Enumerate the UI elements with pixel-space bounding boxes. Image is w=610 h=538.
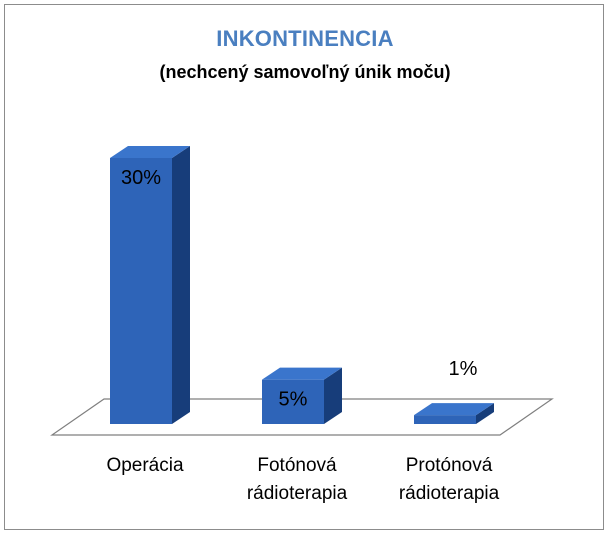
- data-label-2: 1%: [449, 358, 478, 380]
- bar-0: [110, 158, 172, 424]
- data-label-1: 5%: [279, 389, 308, 411]
- bar-side-1: [324, 367, 342, 424]
- chart-frame: [4, 4, 604, 530]
- bar-side-2: [476, 403, 494, 424]
- bar-1: [262, 379, 324, 424]
- bar-2: [414, 415, 476, 424]
- data-label-0: 30%: [121, 167, 161, 189]
- chart-subtitle: (nechcený samovoľný únik moču): [159, 62, 451, 82]
- bar-top-1: [262, 367, 342, 380]
- category-label-1-1: rádioterapia: [247, 483, 348, 504]
- category-label-2-1: rádioterapia: [399, 483, 500, 504]
- category-label-1-0: Fotónová: [257, 455, 337, 476]
- bar-side-0: [172, 146, 190, 424]
- category-label-0-0: Operácia: [106, 455, 184, 476]
- bar-top-0: [110, 146, 190, 158]
- chart-title: INKONTINENCIA: [216, 26, 394, 51]
- bar-top-2: [414, 403, 494, 416]
- category-label-2-0: Protónová: [406, 455, 493, 476]
